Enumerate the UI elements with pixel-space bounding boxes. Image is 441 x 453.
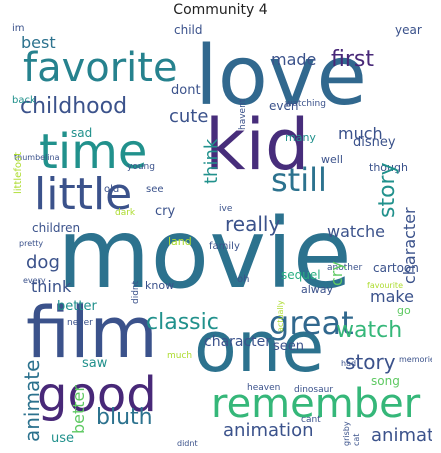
word-see: many <box>285 131 316 144</box>
word-cry: cry <box>327 261 346 286</box>
word-memorie: didnt <box>177 439 198 448</box>
word-better: better <box>69 385 88 434</box>
word-thumbelina: young <box>127 162 155 172</box>
word-never: im <box>12 23 25 34</box>
word-old: land <box>168 235 192 248</box>
word-ive: oh <box>237 274 250 285</box>
word-cloud: movie love kid film one time little favo… <box>9 22 432 448</box>
word-havent: heaven <box>247 383 281 393</box>
word-use: dog <box>26 252 60 273</box>
word-had: thumbelina <box>14 153 60 162</box>
word-seen: make <box>370 287 414 306</box>
word-actually: didnt <box>131 280 141 304</box>
word-land: well <box>321 153 343 166</box>
word-still: still <box>271 161 327 199</box>
word-sad: even <box>269 99 299 113</box>
word-back: cartoon <box>373 261 419 275</box>
word-classic: classic <box>146 310 219 335</box>
word-littlefoot: cant <box>301 415 321 425</box>
word-well: cry <box>155 204 176 219</box>
word-cute: story <box>345 350 396 374</box>
word-movie: movie <box>57 198 352 310</box>
word-disney: seen <box>273 339 305 354</box>
word-favourite: pretty <box>19 239 44 248</box>
word-story: really <box>225 212 281 236</box>
word-heaven: dark <box>115 208 136 218</box>
word-grisby: another <box>327 263 363 273</box>
word-probably: actually <box>276 300 285 332</box>
word-dont: think <box>31 277 72 296</box>
word-pretty: much <box>167 351 193 361</box>
word-first: first <box>331 47 374 72</box>
word-another: watching <box>285 99 326 109</box>
word-dog: much <box>338 124 383 143</box>
word-watching: littlefoot <box>13 151 24 194</box>
word-cartoon: better <box>57 299 97 314</box>
word-though: child <box>174 23 203 37</box>
word-voice: alway <box>301 283 334 296</box>
word-best: cute <box>169 106 209 127</box>
word-great: great <box>269 304 354 342</box>
word-cant: see <box>146 184 164 195</box>
word-love: love <box>195 29 367 124</box>
word-day: old <box>104 184 120 195</box>
word-dinosaur: ive <box>219 204 233 214</box>
word-one: one <box>194 306 325 388</box>
word-dark: family <box>209 241 240 252</box>
word-alway: back <box>12 95 36 106</box>
word-young: never <box>67 318 93 328</box>
word-didnt: dinosaur <box>294 385 334 395</box>
word-family: go <box>397 304 411 317</box>
word-song: sequel <box>281 268 321 282</box>
word-watch: watch <box>336 318 403 343</box>
word-animate: animate <box>20 359 44 442</box>
word-kid: kid <box>205 104 310 186</box>
word-really: story <box>375 162 400 218</box>
word-go: sad <box>71 126 93 140</box>
word-year: disney <box>353 135 396 150</box>
word-saw: character <box>204 334 272 350</box>
word-child: children <box>32 221 81 235</box>
word-watche: best <box>21 33 56 52</box>
word-cat: every <box>23 276 46 285</box>
word-remember: remember <box>211 381 421 427</box>
word-make: watche <box>327 222 385 241</box>
word-time: time <box>39 124 148 180</box>
word-know: song <box>371 374 400 388</box>
word-film: film <box>26 292 158 374</box>
page-title: Community 4 <box>173 2 268 18</box>
word-favorite: favorite <box>23 45 178 91</box>
word-much: made <box>271 50 317 69</box>
word-every: havent <box>238 98 248 130</box>
word-animation: animation <box>223 420 314 441</box>
word-long: cat <box>352 433 361 446</box>
word-oh: know <box>145 279 175 292</box>
word-younger: memorie <box>399 355 432 364</box>
word-book: grisby <box>342 421 351 446</box>
word-children: saw <box>82 356 108 371</box>
word-sequel: dont <box>171 83 201 98</box>
word-many: year <box>395 23 422 37</box>
word-think: think <box>201 138 222 184</box>
word-even: use <box>51 431 75 446</box>
word-im: though <box>369 161 408 174</box>
word-childhood: childhood <box>20 94 128 119</box>
word-bluth: bluth <box>96 405 153 430</box>
word-little: little <box>34 169 133 220</box>
word-growing: favourite <box>367 281 403 290</box>
word-character: character <box>400 207 419 284</box>
word-good: good <box>37 367 157 423</box>
word-hate: had <box>341 359 357 368</box>
word-made: animate <box>371 425 432 446</box>
